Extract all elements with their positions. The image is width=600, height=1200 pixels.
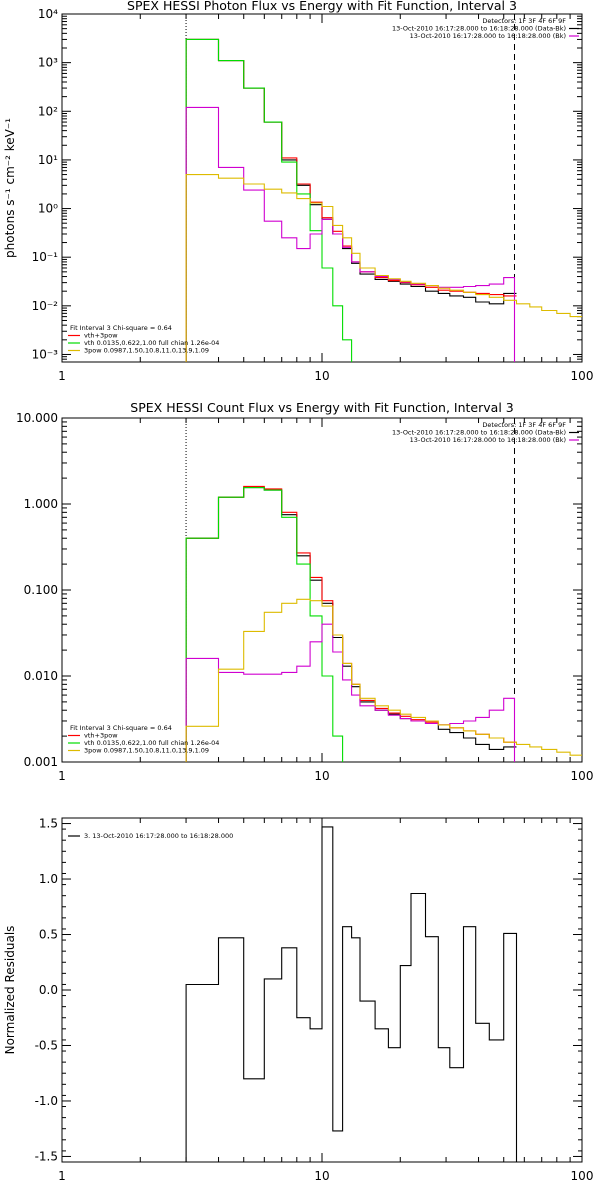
x-tick-label: 1: [58, 369, 66, 383]
legend-entry-2: vth+3pow: [84, 732, 118, 740]
series-5-line: [185, 598, 582, 762]
x-tick-label: 10: [314, 369, 329, 383]
y-tick-label: 1.0: [39, 872, 58, 886]
series-2-line: [185, 38, 517, 362]
x-tick-label: 10: [314, 1169, 329, 1183]
y-tick-label: 10¹: [38, 153, 58, 167]
y-tick-label: 1.000: [24, 497, 58, 511]
legend-entry-4: 3pow 0.0987,1.50,10.8,11.0,13.9,1.09: [84, 347, 209, 355]
y-tick-label: -1.5: [35, 1149, 58, 1163]
y-tick-label: 10⁻³: [32, 347, 59, 361]
series-group: [185, 826, 518, 1162]
y-axis-label: photons s⁻¹ cm⁻² keV⁻¹: [3, 118, 17, 258]
series-4-line: [185, 623, 516, 762]
legend-entry-3: vth 0.0135,0.622,1.00 full chian 1.26e-0…: [84, 739, 219, 747]
header-line-2: 13-Oct-2010 16:17:28.000 to 16:18:28.000…: [392, 25, 566, 33]
series-1-line: [185, 826, 518, 1162]
y-tick-label: 10⁻²: [32, 299, 59, 313]
plot-frame: [61, 13, 583, 363]
legend-entry-1: 3. 13-Oct-2010 16:17:28.000 to 16:18:28.…: [84, 832, 233, 840]
chart-panel-3: 1 10 100 1.5 1.0 0.5 0.0 -0.5 -1.0 -1.5 Normalized…: [3, 817, 593, 1183]
series-3-line: [185, 38, 353, 362]
chart-title: SPEX HESSI Photon Flux vs Energy with Fi…: [127, 0, 517, 13]
series-4-line: [185, 106, 516, 362]
series-3-line: [185, 487, 344, 762]
y-tick-label: 0.010: [24, 669, 58, 683]
header-line-3: 13-Oct-2010 16:17:28.000 to 16:18:28.000…: [410, 436, 566, 444]
legend-entry-4: 3pow 0.0987,1.50,10.8,11.0,13.9,1.09: [84, 747, 209, 755]
y-tick-label: 0.100: [24, 583, 58, 597]
y-tick-label: 0.001: [24, 755, 58, 769]
x-tick-label: 10: [314, 769, 329, 783]
legend-entry-1: Fit Interval 3 Chi-square = 0.64: [70, 324, 172, 332]
y-tick-label: 10.000: [16, 411, 58, 425]
legend-entry-3: vth 0.0135,0.622,1.00 full chian 1.26e-0…: [84, 339, 219, 347]
x-tick-label: 100: [571, 769, 594, 783]
legend-entry-2: vth+3pow: [84, 332, 118, 340]
series-2-line: [185, 485, 517, 762]
y-tick-label: 10⁴: [38, 7, 58, 21]
series-1-line: [185, 487, 517, 762]
x-tick-label: 1: [58, 769, 66, 783]
y-tick-label: -1.0: [35, 1094, 58, 1108]
chart-title: SPEX HESSI Count Flux vs Energy with Fit…: [130, 400, 513, 415]
y-tick-label: 0.5: [39, 928, 58, 942]
header-line-1: Detectors: 1F 3F 4F 6F 9F: [482, 421, 566, 429]
y-tick-label: 10²: [38, 104, 58, 118]
y-tick-label: 10⁻¹: [32, 250, 59, 264]
series-5-line: [185, 174, 582, 362]
series-group: [185, 38, 582, 362]
header-line-3: 13-Oct-2010 16:17:28.000 to 16:18:28.000…: [410, 32, 566, 40]
y-tick-label: -0.5: [35, 1038, 58, 1052]
series-group: [185, 485, 582, 762]
chart-panel-1: SPEX HESSI Photon Flux vs Energy with Fi…: [3, 0, 593, 383]
legend-entry-1: Fit Interval 3 Chi-square = 0.64: [70, 724, 172, 732]
y-axis-label: Normalized Residuals: [3, 926, 17, 1055]
series-1-line: [185, 38, 517, 362]
x-tick-label: 100: [571, 369, 594, 383]
header-line-1: Detectors: 1F 3F 4F 6F 9F: [482, 17, 566, 25]
x-tick-label: 100: [571, 1169, 594, 1183]
y-tick-label: 0.0: [39, 983, 58, 997]
y-tick-label: 10³: [38, 56, 58, 70]
y-tick-label: 1.5: [39, 817, 58, 831]
y-tick-label: 10⁰: [38, 202, 58, 216]
chart-panel-2: SPEX HESSI Count Flux vs Energy with Fit…: [16, 400, 594, 783]
header-line-2: 13-Oct-2010 16:17:28.000 to 16:18:28.000…: [392, 429, 566, 437]
x-tick-label: 1: [58, 1169, 66, 1183]
